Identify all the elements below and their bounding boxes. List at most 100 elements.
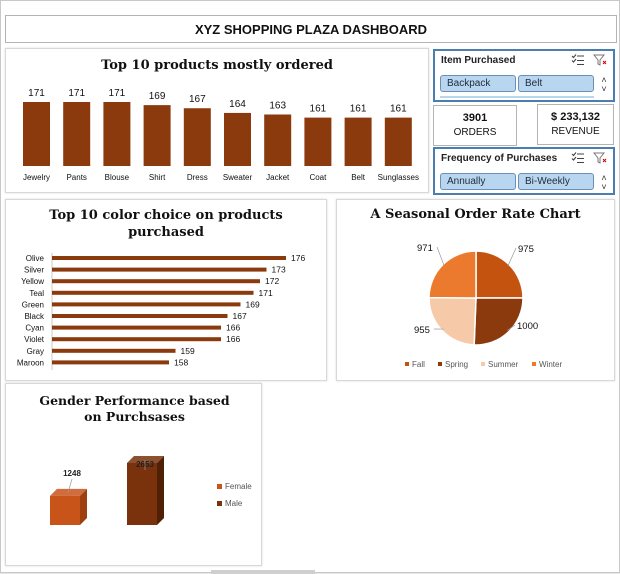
clear-filter-icon[interactable] [593,54,607,66]
color-bar-value: 169 [246,299,260,309]
product-bar [224,113,251,166]
color-bar [52,326,221,330]
color-bar-value: 173 [272,265,286,275]
product-bar-value: 161 [310,104,327,115]
color-bar-value: 166 [226,334,240,344]
product-bar-value: 161 [350,104,367,115]
color-category-label: Green [22,300,44,309]
color-bar [52,302,241,306]
product-bar-value: 169 [149,91,166,102]
product-bar [184,108,211,166]
product-bar-value: 167 [189,94,206,105]
product-bar-value: 164 [229,99,246,110]
pie-legend-label: Winter [539,360,562,369]
color-bar [52,291,254,295]
revenue-value: $ 233,132 [538,111,613,123]
item-purchased-slicer-icons [571,54,607,66]
color-category-label: Silver [24,266,44,275]
color-choice-panel: Top 10 color choice on products purchase… [5,199,327,381]
season-pie-slice [429,298,476,345]
multi-select-icon[interactable] [571,152,585,164]
multi-select-icon[interactable] [571,54,585,66]
pie-legend-swatch [438,362,442,366]
gender-bar [127,463,157,525]
season-pie-value: 1000 [517,321,538,332]
season-pie-slice [476,251,523,298]
product-bar [23,102,50,166]
slicer-item-belt[interactable]: Belt [518,75,594,92]
product-bar [103,102,130,166]
color-category-label: Cyan [25,324,44,333]
clear-filter-icon[interactable] [593,152,607,164]
season-pie-slice [474,298,523,345]
product-bar-value: 171 [68,88,85,99]
color-category-label: Olive [26,254,45,263]
product-category-label: Jacket [266,173,290,182]
pie-leader-line [437,247,444,266]
pie-legend-swatch [405,362,409,366]
product-bar [144,105,171,166]
product-bar [264,114,291,166]
frequency-slicer[interactable]: Frequency of Purchases Annually Bi-Weekl… [433,147,615,195]
slicer-scroll-arrows[interactable]: ˄˅ [599,76,609,94]
season-pie-value: 971 [417,243,433,254]
product-category-label: Pants [66,173,86,182]
pie-legend-label: Fall [412,360,425,369]
gender-legend-swatch [217,501,222,506]
product-bar [304,118,331,166]
sheet-scroll-tab[interactable] [211,570,315,574]
revenue-kpi-card: $ 233,132 REVENUE [537,104,614,145]
pie-legend-label: Summer [488,360,519,369]
product-category-label: Dress [187,173,208,182]
pie-legend-swatch [532,362,536,366]
color-bar [52,314,228,318]
gender-legend-label: Female [225,482,252,491]
slicer-next-row-hint [440,96,594,98]
season-pie-value: 955 [414,325,430,336]
color-bar [52,268,267,272]
slicer-item-backpack[interactable]: Backpack [440,75,516,92]
product-category-label: Belt [351,173,366,182]
color-bar-value: 167 [233,311,247,321]
product-bar-value: 163 [269,100,286,111]
orders-value: 3901 [434,112,516,124]
product-category-label: Jewelry [23,173,50,182]
gender-bar-value: 1248 [63,469,81,478]
orders-label: ORDERS [434,127,516,138]
color-bar-value: 171 [259,288,273,298]
color-bar [52,360,169,364]
color-bar-value: 166 [226,323,240,333]
top-products-chart: 171Jewelry171Pants171Blouse169Shirt167Dr… [6,49,430,194]
slicer-scroll-arrows[interactable]: ˄˅ [599,174,609,192]
product-category-label: Coat [309,173,327,182]
dashboard-title: XYZ SHOPPING PLAZA DASHBOARD [5,15,617,43]
gender-legend-label: Male [225,499,243,508]
color-bar [52,256,286,260]
pie-leader-line [508,248,516,266]
frequency-slicer-icons [571,152,607,164]
product-bar-value: 171 [28,88,45,99]
item-purchased-slicer-title: Item Purchased [441,55,515,66]
orders-kpi-card: 3901 ORDERS [433,105,517,146]
color-bar-value: 176 [291,253,305,263]
color-category-label: Gray [27,347,44,356]
slicer-frequency-bi-weekly[interactable]: Bi-Weekly [518,173,594,190]
color-category-label: Teal [29,289,44,298]
product-category-label: Sweater [223,173,253,182]
color-bar [52,279,260,283]
gender-performance-panel: Gender Performance based on Purchsases 1… [5,383,262,566]
revenue-label: REVENUE [538,126,613,137]
product-bar [385,118,412,166]
color-bar-value: 172 [265,276,279,286]
product-bar-value: 171 [109,88,126,99]
color-bar [52,337,221,341]
color-bar-value: 159 [181,346,195,356]
product-category-label: Sunglasses [378,173,419,182]
product-category-label: Shirt [149,173,166,182]
color-choice-chart: 176Olive173Silver172Yellow171Teal169Gree… [6,200,328,382]
item-purchased-slicer[interactable]: Item Purchased Backpack Belt ˄˅ [433,49,615,102]
slicer-frequency-annually[interactable]: Annually [440,173,516,190]
